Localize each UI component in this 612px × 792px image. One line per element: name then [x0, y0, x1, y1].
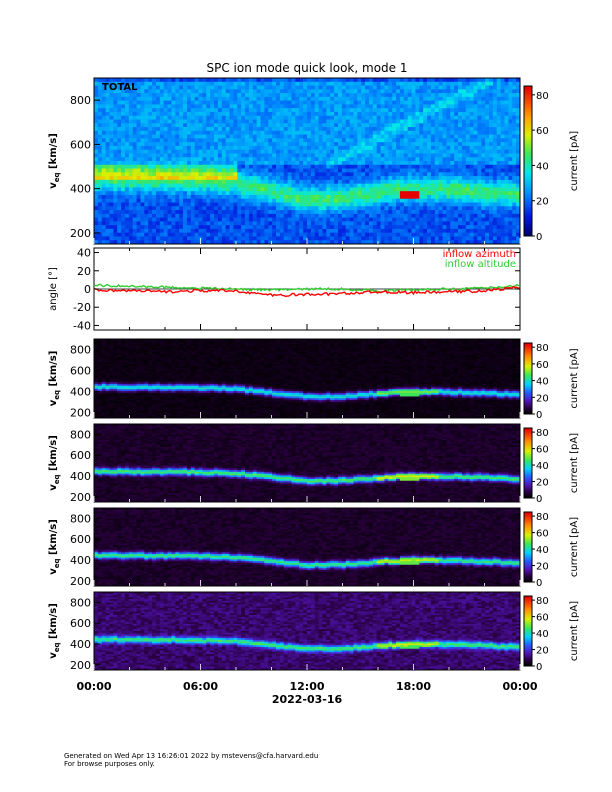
- angle-tick-label: -20: [73, 301, 91, 314]
- legend-altitude: inflow altitude: [445, 259, 516, 270]
- ytick-label: 600: [70, 365, 91, 378]
- colorbar-cup-1: [524, 343, 532, 414]
- ytick-label: 800: [70, 596, 91, 609]
- ytick-label: 400: [70, 638, 91, 651]
- ytick-label: 400: [70, 183, 91, 196]
- ytick-label: 400: [70, 470, 91, 483]
- ytick-label: 800: [70, 428, 91, 441]
- ytick-label: 800: [70, 344, 91, 357]
- total-spectrogram: [94, 78, 520, 244]
- chart-title: SPC ion mode quick look, mode 1: [207, 61, 408, 75]
- colorbar-tick: 20: [536, 197, 549, 208]
- ytick-label: 600: [70, 449, 91, 462]
- angle-tick-label: 0: [84, 283, 91, 296]
- angle-tick-label: 40: [77, 247, 91, 260]
- time-tick-label: 18:00: [396, 680, 431, 693]
- colorbar-tick: 80: [536, 596, 549, 607]
- ytick-label: 200: [70, 407, 91, 420]
- cup-spectrogram-1: [94, 339, 520, 418]
- colorbar-label: current [pA]: [569, 131, 580, 191]
- ytick-label: 400: [70, 386, 91, 399]
- ytick-label: 800: [70, 94, 91, 107]
- colorbar-label: current [pA]: [569, 517, 580, 577]
- colorbar-cup-2: [524, 428, 532, 498]
- colorbar-tick: 40: [536, 629, 549, 640]
- ytick-label: 200: [70, 227, 91, 240]
- ylabel-velocity: veq [km/s]: [48, 519, 61, 575]
- colorbar-tick: 60: [536, 360, 549, 371]
- colorbar-tick: 80: [536, 512, 549, 523]
- colorbar-tick: 60: [536, 126, 549, 137]
- colorbar-tick: 40: [536, 461, 549, 472]
- ytick-label: 800: [70, 512, 91, 525]
- ytick-label: 200: [70, 491, 91, 504]
- panel-label-total: TOTAL: [102, 82, 138, 93]
- angle-ylabel: angle [°]: [48, 267, 59, 311]
- ytick-label: 600: [70, 138, 91, 151]
- cup-spectrogram-4: [94, 592, 520, 670]
- time-tick-label: 12:00: [289, 680, 324, 693]
- colorbar-tick: 0: [536, 410, 542, 421]
- ylabel-velocity: veq [km/s]: [48, 603, 61, 659]
- colorbar-tick: 80: [536, 91, 549, 102]
- colorbar-tick: 0: [536, 232, 542, 243]
- angle-tick-label: -40: [73, 319, 91, 332]
- date-label: 2022-03-16: [272, 693, 343, 706]
- colorbar-total: [524, 86, 532, 236]
- ytick-label: 600: [70, 533, 91, 546]
- ytick-label: 200: [70, 575, 91, 588]
- colorbar-tick: 0: [536, 662, 542, 673]
- colorbar-tick: 40: [536, 377, 549, 388]
- colorbar-tick: 60: [536, 613, 549, 624]
- ylabel-velocity: veq [km/s]: [48, 435, 61, 491]
- footer-browse: For browse purposes only.: [64, 760, 155, 768]
- ytick-label: 200: [70, 659, 91, 672]
- colorbar-tick: 0: [536, 494, 542, 505]
- colorbar-tick: 80: [536, 428, 549, 439]
- ytick-label: 600: [70, 617, 91, 630]
- time-tick-label: 00:00: [76, 680, 111, 693]
- ylabel-velocity: veq [km/s]: [48, 133, 61, 189]
- colorbar-tick: 60: [536, 445, 549, 456]
- time-tick-label: 06:00: [183, 680, 218, 693]
- colorbar-tick: 20: [536, 562, 549, 573]
- colorbar-label: current [pA]: [569, 433, 580, 493]
- ylabel-velocity: veq [km/s]: [48, 351, 61, 407]
- cup-spectrogram-3: [94, 508, 520, 586]
- colorbar-tick: 60: [536, 529, 549, 540]
- colorbar-tick: 40: [536, 545, 549, 556]
- angle-tick-label: 20: [77, 265, 91, 278]
- colorbar-tick: 40: [536, 161, 549, 172]
- colorbar-label: current [pA]: [569, 601, 580, 661]
- colorbar-tick: 20: [536, 478, 549, 489]
- colorbar-label: current [pA]: [569, 348, 580, 408]
- colorbar-tick: 20: [536, 646, 549, 657]
- footer-generated: Generated on Wed Apr 13 16:26:01 2022 by…: [64, 752, 318, 760]
- cup-spectrogram-2: [94, 424, 520, 502]
- ytick-label: 400: [70, 554, 91, 567]
- colorbar-cup-4: [524, 596, 532, 666]
- colorbar-cup-3: [524, 512, 532, 582]
- colorbar-tick: 0: [536, 578, 542, 589]
- time-tick-label: 00:00: [502, 680, 537, 693]
- colorbar-tick: 20: [536, 393, 549, 404]
- colorbar-tick: 80: [536, 343, 549, 354]
